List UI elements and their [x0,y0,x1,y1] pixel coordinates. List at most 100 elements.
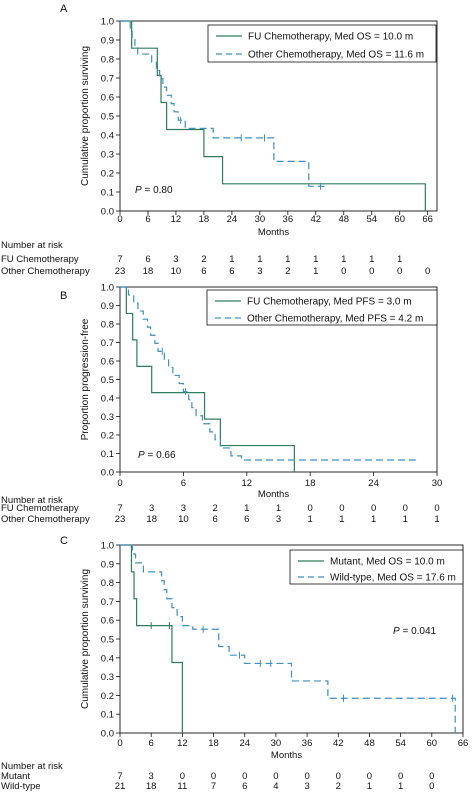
p-value: = 0.66 [145,450,176,461]
x-tick-label: 36 [302,738,313,749]
risk-count: 3 [149,771,154,782]
y-tick-label: 0.7 [101,338,114,349]
x-tick-label: 54 [366,214,377,225]
p-value: = 0.041 [400,626,437,637]
x-tick-label: 36 [283,214,294,225]
x-tick-label: 0 [117,214,122,225]
panel-letter: C [60,535,68,547]
risk-count: 1 [341,254,346,265]
risk-count: 1 [244,503,249,514]
risk-count: 0 [367,771,372,782]
risk-count: 3 [173,254,178,265]
x-axis-label: Months [258,227,289,238]
risk-row-label: Mutant [1,771,30,782]
x-axis-label: Months [271,750,302,761]
x-tick-label: 30 [271,738,282,749]
y-tick-label: 0.4 [101,131,114,142]
risk-count: 0 [429,781,434,792]
y-tick-label: 0.5 [101,375,114,386]
y-tick-label: 0.4 [101,394,114,405]
risk-row-label: Wild-type [1,781,41,792]
x-tick-label: 0 [117,478,122,489]
risk-count: 0 [369,266,374,277]
risk-count: 3 [257,266,262,277]
y-tick-label: 0.7 [101,74,114,85]
risk-count: 0 [180,771,185,782]
legend-entry: FU Chemotherapy, Med PFS = 3.0 m [247,297,412,308]
risk-count: 0 [304,771,309,782]
risk-row-label: FU Chemotherapy [1,503,79,514]
x-tick-label: 42 [333,738,344,749]
x-tick-label: 42 [311,214,322,225]
legend-entry: FU Chemotherapy, Med OS = 10.0 m [248,32,413,43]
risk-count: 1 [313,266,318,277]
risk-count: 21 [115,781,126,792]
risk-count: 1 [397,254,402,265]
p-symbol: P [393,626,400,637]
x-tick-label: 18 [199,214,210,225]
y-tick-label: 0.9 [101,559,114,570]
y-tick-label: 0.1 [101,710,114,721]
y-tick-label: 0.1 [101,449,114,460]
risk-count: 2 [285,266,290,277]
y-tick-label: 0.3 [101,412,114,423]
legend-entry: Other Chemotherapy, Med PFS = 4.2 m [247,314,423,325]
km-curve-dashed [120,544,456,733]
risk-count: 3 [276,514,281,525]
y-tick-label: 0.6 [101,616,114,627]
y-tick-label: 1.0 [101,17,114,28]
legend-entry: Mutant, Med OS = 10.0 m [330,557,445,568]
legend-entry: Other Chemotherapy, Med OS = 11.6 m [248,50,424,61]
y-tick-label: 0.8 [101,578,114,589]
y-tick-label: 0.3 [101,672,114,683]
y-tick-label: 0.6 [101,93,114,104]
y-tick-label: 0.1 [101,188,114,199]
x-tick-label: 66 [422,214,433,225]
x-tick-label: 12 [177,738,188,749]
y-tick-label: 0.0 [101,729,114,740]
risk-count: 0 [397,266,402,277]
p-value-label: P = 0.80 [135,185,173,196]
y-tick-label: 0.7 [101,597,114,608]
risk-count: 6 [145,254,150,265]
risk-count: 2 [336,781,341,792]
panel-b: B 0.0 0.1 0.2 0.3 0.4 0.5 0.6 0.7 0.8 0.9 1.0 Propor… [1,283,442,526]
risk-count: 2 [212,503,217,514]
risk-count: 11 [177,781,187,792]
x-tick-label: 30 [255,214,266,225]
risk-count: 10 [171,266,182,277]
x-tick-label: 6 [149,738,154,749]
p-value-label: P = 0.66 [138,450,176,461]
y-axis-label: Cumulative proportion surviving [80,569,91,709]
legend-box [289,549,464,585]
risk-count: 0 [336,771,341,782]
x-tick-label: 60 [427,738,438,749]
risk-count: 1 [339,514,344,525]
risk-count: 6 [242,781,247,792]
x-tick-label: 48 [338,214,349,225]
panel-c: C 0.0 0.1 0.2 0.3 0.4 0.5 0.6 0.7 0.8 0.9 1.0 Cumula… [1,535,468,792]
km-curve-solid [120,544,183,733]
risk-count: 23 [115,514,126,525]
risk-count: 7 [117,771,122,782]
x-tick-label: 66 [458,738,469,749]
y-tick-label: 0.9 [101,36,114,47]
y-tick-label: 0.3 [101,150,114,161]
y-axis-label: Cumulative proportion surviving [80,46,91,186]
x-tick-label: 60 [394,214,405,225]
risk-count: 23 [115,266,126,277]
panel-a: A 0.0 0.1 0.2 0.3 0.4 0.5 0.6 0.7 0.8 0.9 1.0 Cumula… [1,3,438,277]
y-tick-label: 0.9 [101,301,114,312]
risk-count: 3 [149,503,154,514]
risk-count: 1 [285,254,290,265]
risk-count: 0 [371,503,376,514]
x-tick-label: 18 [208,738,219,749]
y-tick-label: 0.0 [101,468,114,479]
km-curve-dashed [120,286,416,461]
risk-count: 0 [339,503,344,514]
risk-count: 0 [308,503,313,514]
risk-count: 6 [229,266,234,277]
y-tick-label: 0.5 [101,112,114,123]
risk-count: 6 [212,514,217,525]
risk-count: 18 [143,266,154,277]
